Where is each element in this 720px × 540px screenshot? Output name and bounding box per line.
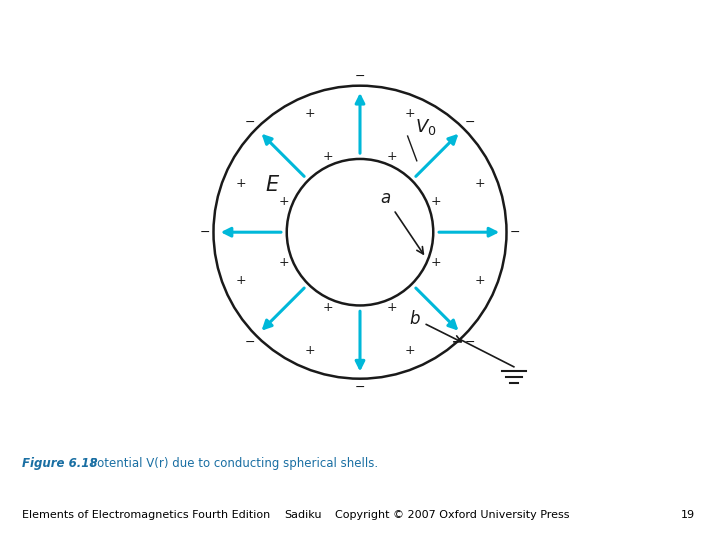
Text: Figure 6.18: Figure 6.18 [22, 457, 97, 470]
Text: +: + [474, 274, 485, 287]
Text: Sadiku: Sadiku [284, 510, 322, 521]
Text: +: + [387, 301, 397, 314]
Text: $\it{a}$: $\it{a}$ [380, 189, 423, 254]
Text: 19: 19 [680, 510, 695, 521]
Text: +: + [405, 107, 415, 120]
Text: +: + [323, 150, 333, 163]
Text: −: − [464, 335, 475, 348]
Text: Elements of Electromagnetics Fourth Edition: Elements of Electromagnetics Fourth Edit… [22, 510, 270, 521]
Text: Potential V(r) due to conducting spherical shells.: Potential V(r) due to conducting spheric… [83, 457, 378, 470]
Text: −: − [464, 116, 475, 129]
Text: Copyright © 2007 Oxford University Press: Copyright © 2007 Oxford University Press [335, 510, 570, 521]
Text: −: − [510, 226, 521, 239]
Text: +: + [235, 178, 246, 191]
Text: +: + [387, 150, 397, 163]
Text: +: + [305, 345, 315, 357]
Text: +: + [279, 256, 289, 269]
Text: +: + [235, 274, 246, 287]
Text: $\it{E}$: $\it{E}$ [266, 174, 281, 194]
Text: −: − [245, 116, 256, 129]
Text: −: − [199, 226, 210, 239]
Text: +: + [431, 256, 441, 269]
Text: −: − [245, 335, 256, 348]
Text: +: + [431, 195, 441, 208]
Text: +: + [323, 301, 333, 314]
Text: +: + [405, 345, 415, 357]
Text: +: + [279, 195, 289, 208]
Text: +: + [305, 107, 315, 120]
Text: −: − [355, 70, 365, 83]
Text: −: − [355, 381, 365, 394]
Text: $\it{b}$: $\it{b}$ [409, 310, 461, 342]
Text: +: + [474, 178, 485, 191]
Text: $V_0$: $V_0$ [415, 117, 437, 137]
